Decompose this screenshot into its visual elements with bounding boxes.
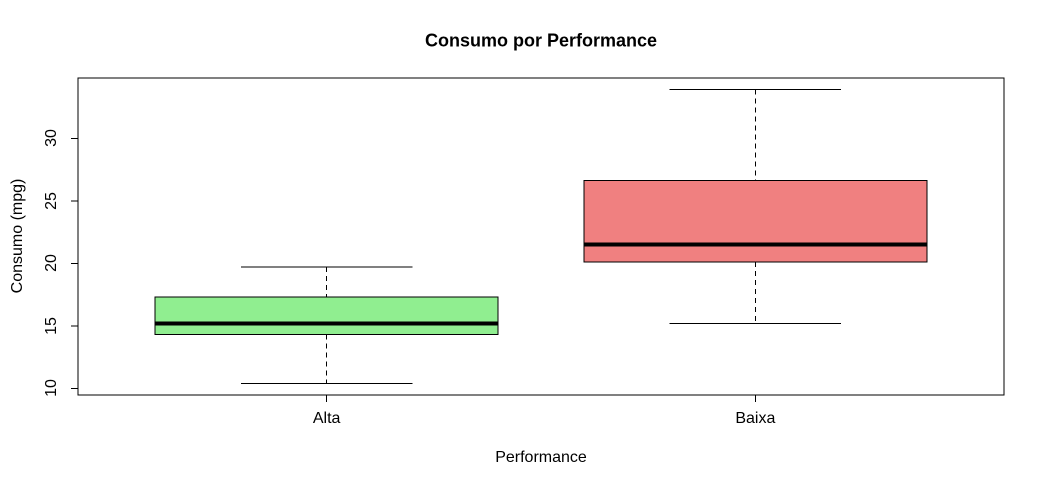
y-tick-label: 25	[43, 191, 60, 210]
iqr-box-alta	[154, 296, 499, 336]
x-axis-title: Performance	[495, 449, 587, 466]
x-tick-label: Baixa	[735, 410, 776, 427]
y-tick-label: 10	[43, 379, 60, 398]
iqr-box-baixa	[583, 179, 928, 263]
y-axis-title: Consumo (mpg)	[9, 178, 26, 294]
chart-title: Consumo por Performance	[424, 30, 658, 51]
plot-border	[77, 77, 1005, 396]
x-tick-label: Alta	[312, 410, 341, 427]
y-tick-label: 30	[43, 129, 60, 148]
y-tick-label: 20	[43, 254, 60, 273]
y-tick-label: 15	[43, 316, 60, 335]
